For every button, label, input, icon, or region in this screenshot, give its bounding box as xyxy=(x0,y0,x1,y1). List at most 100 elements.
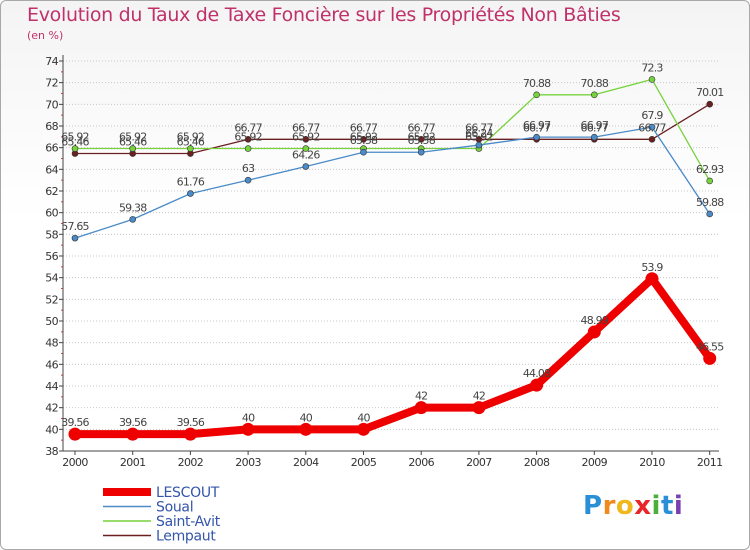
data-labels: 39.56 39.56 39.56 40 40 40 42 42 44.08 48.99 53.9 4… xyxy=(61,61,725,429)
legend-label-soual: Soual xyxy=(156,500,193,516)
data-label-lescout-2007: 42 xyxy=(473,390,485,403)
data-point-lescout-2008 xyxy=(530,378,544,392)
data-point-lempaut-2006 xyxy=(417,136,425,143)
data-point-soual-2004 xyxy=(302,163,310,170)
data-label-soual-2008: 66.97 xyxy=(523,119,551,132)
data-label-saint-avit-2008: 70.88 xyxy=(523,77,551,90)
data-label-lempaut-2010: 66.77 xyxy=(638,121,666,134)
data-label-soual-2011: 59.88 xyxy=(696,196,724,209)
data-label-lescout-2006: 42 xyxy=(415,390,427,403)
series-lines xyxy=(68,76,717,441)
x-tick-label-2004: 2004 xyxy=(293,456,319,469)
data-point-lescout-2010 xyxy=(645,272,659,286)
data-label-lempaut-2002: 65.46 xyxy=(177,136,205,149)
x-tick-label-2007: 2007 xyxy=(466,456,492,469)
y-tick-label-40: 40 xyxy=(45,423,58,436)
x-tick-label-2009: 2009 xyxy=(581,456,607,469)
data-point-soual-2007 xyxy=(475,141,483,149)
data-label-soual-2007: 66.24 xyxy=(465,127,493,140)
logo-letter: t xyxy=(660,491,674,521)
data-label-saint-avit-2001: 65.92 xyxy=(119,131,147,144)
data-point-lescout-2003 xyxy=(241,422,255,436)
series-line-saint-avit xyxy=(75,78,711,182)
y-tick-label-62: 62 xyxy=(45,185,58,198)
data-point-lescout-2009 xyxy=(587,325,601,339)
y-tick-label-48: 48 xyxy=(45,337,58,350)
data-point-lempaut-2004 xyxy=(302,136,310,143)
data-label-lempaut-2006: 66.77 xyxy=(407,121,435,134)
data-label-lescout-2008: 44.08 xyxy=(523,367,551,380)
data-point-saint-avit-2011 xyxy=(706,177,714,185)
logo-letter: r xyxy=(602,491,616,521)
data-label-lempaut-2000: 65.46 xyxy=(61,136,89,149)
data-label-lescout-2003: 40 xyxy=(242,411,255,424)
data-point-saint-avit-2008 xyxy=(533,91,540,99)
series-line-lescout xyxy=(75,274,713,439)
y-tick-label-66: 66 xyxy=(45,142,58,155)
y-tick-label-38: 38 xyxy=(45,445,58,458)
data-label-saint-avit-2000: 65.92 xyxy=(61,131,89,144)
data-label-soual-2003: 63 xyxy=(242,162,255,175)
y-axis-unit-label: (en %) xyxy=(27,29,64,42)
series-line-lempaut xyxy=(75,103,711,155)
data-label-soual-2010: 67.9 xyxy=(641,109,663,122)
x-tick-label-2010: 2010 xyxy=(639,456,665,469)
data-label-lescout-2000: 39.56 xyxy=(61,416,89,429)
data-label-saint-avit-2003: 65.92 xyxy=(234,131,262,144)
data-point-soual-2003 xyxy=(244,176,252,184)
y-tick-label-60: 60 xyxy=(45,207,58,220)
data-point-lempaut-2003 xyxy=(244,136,252,143)
data-label-saint-avit-2010: 72.3 xyxy=(641,61,663,74)
logo-letter: i xyxy=(651,491,661,521)
data-label-saint-avit-2002: 65.92 xyxy=(177,131,205,144)
data-label-soual-2005: 65.58 xyxy=(350,134,378,147)
x-tick-label-2011: 2011 xyxy=(697,456,723,469)
grid-lines xyxy=(63,60,719,452)
y-tick-label-42: 42 xyxy=(45,402,58,415)
chart-title: Evolution du Taux de Taxe Foncière sur l… xyxy=(27,4,621,26)
data-point-lempaut-2010 xyxy=(648,136,656,143)
data-label-soual-2002: 61.76 xyxy=(177,176,205,189)
data-label-saint-avit-2006: 65.92 xyxy=(407,131,435,144)
data-point-lescout-2006 xyxy=(414,401,428,415)
data-label-saint-avit-2011: 62.93 xyxy=(696,163,724,176)
data-point-lescout-2011 xyxy=(703,351,717,365)
y-tick-label-58: 58 xyxy=(45,228,58,241)
y-tick-label-74: 74 xyxy=(45,55,58,68)
data-label-soual-2004: 64.26 xyxy=(292,149,320,162)
data-point-lempaut-2011 xyxy=(706,100,714,108)
y-tick-label-44: 44 xyxy=(45,380,58,393)
y-tick-label-46: 46 xyxy=(45,358,58,371)
data-point-soual-2006 xyxy=(417,148,425,156)
data-label-soual-2000: 57.65 xyxy=(61,220,89,233)
data-point-lescout-2005 xyxy=(357,422,370,436)
data-point-lescout-2000 xyxy=(68,427,82,441)
y-tick-label-64: 64 xyxy=(45,163,58,176)
data-point-lempaut-2005 xyxy=(360,136,367,143)
data-point-saint-avit-2010 xyxy=(648,76,656,83)
data-point-saint-avit-2001 xyxy=(129,145,136,152)
logo-letter: x xyxy=(634,491,652,521)
data-point-lescout-2007 xyxy=(472,401,486,415)
x-tick-label-2003: 2003 xyxy=(235,456,261,469)
data-label-saint-avit-2004: 65.92 xyxy=(292,131,320,144)
data-label-lescout-2005: 40 xyxy=(357,411,370,424)
data-point-saint-avit-2003 xyxy=(244,145,252,152)
data-point-saint-avit-2000 xyxy=(71,145,79,152)
data-point-soual-2002 xyxy=(187,190,194,197)
axes: 38 40 42 44 46 48 50 52 54 56 58 60 62 64 66 68 70 72 74 20… xyxy=(45,55,723,469)
y-tick-label-70: 70 xyxy=(45,98,58,111)
data-label-lescout-2011: 46.55 xyxy=(696,340,724,353)
y-tick-label-50: 50 xyxy=(45,315,58,328)
data-label-soual-2006: 65.58 xyxy=(407,134,435,147)
data-point-soual-2011 xyxy=(706,210,714,218)
data-label-lescout-2004: 40 xyxy=(300,411,313,424)
legend-label-lempaut: Lempaut xyxy=(156,529,216,545)
y-tick-label-56: 56 xyxy=(45,250,58,263)
data-label-saint-avit-2009: 70.88 xyxy=(581,77,609,90)
x-tick-label-2005: 2005 xyxy=(351,456,377,469)
data-label-lempaut-2003: 66.77 xyxy=(234,121,262,134)
data-label-lescout-2010: 53.9 xyxy=(641,261,663,274)
